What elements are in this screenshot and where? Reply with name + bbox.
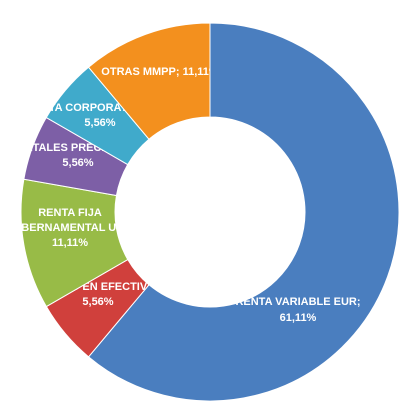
value-label: 5,56%	[84, 117, 115, 129]
data-label: OTRAS MMPP; 11,11%	[101, 66, 219, 78]
slice	[87, 22, 211, 140]
value-label: 5,56%	[62, 157, 93, 169]
slice	[87, 22, 400, 402]
value-label: 5,56%	[82, 296, 113, 308]
separator: ;	[132, 222, 136, 234]
separator: ;	[176, 66, 183, 78]
slice-label: RENTA VARIABLE EUR; 61,11%	[235, 296, 360, 324]
data-label: RENTA VARIABLE EUR;	[235, 296, 360, 308]
value-label: 11,11%	[52, 237, 88, 249]
category-label: RENTA FIJA	[38, 207, 102, 219]
slice-label: RENTA FIJA GUBERNAMENTAL USD; 11,11%	[5, 207, 135, 249]
value-label: 61,11%	[280, 312, 317, 324]
category-label: OTRAS MMPP	[101, 66, 176, 78]
category-label: RENTA VARIABLE EUR	[235, 296, 356, 308]
separator: ;	[357, 296, 361, 308]
category-label: GUBERNAMENTAL USD;	[5, 222, 135, 234]
value-label: 11,11%	[183, 66, 219, 78]
slice-label: OTRAS MMPP; 11,11%	[101, 66, 219, 78]
